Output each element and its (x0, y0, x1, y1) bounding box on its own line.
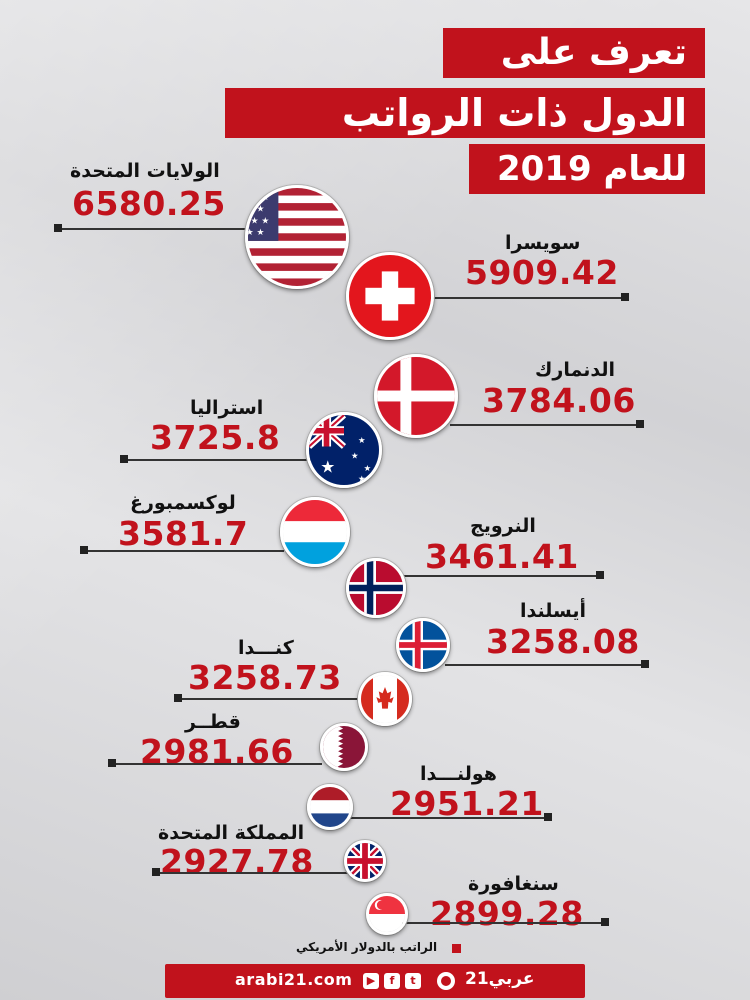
svg-text:★: ★ (358, 435, 366, 445)
country-value-usa: 6580.25 (72, 184, 226, 223)
facebook-icon[interactable]: f (384, 973, 400, 989)
qatar-flag-icon (320, 723, 368, 771)
footer-bar: arabi21.com ▶ f t عربي21 (165, 964, 585, 998)
brand-logo-icon (437, 972, 455, 990)
leader-dot (596, 571, 604, 579)
country-name-denmark: الدنمارك (535, 359, 615, 381)
iceland-flag-icon (396, 618, 450, 672)
norway-flag-icon (346, 558, 406, 618)
country-value-canada: 3258.73 (188, 658, 342, 697)
country-value-switzerland: 5909.42 (465, 253, 619, 292)
leader-line (124, 459, 314, 461)
leader-dot (120, 455, 128, 463)
twitter-icon[interactable]: t (405, 973, 421, 989)
svg-text:★: ★ (351, 450, 359, 460)
leader-line (84, 550, 284, 552)
country-value-luxembourg: 3581.7 (118, 514, 249, 553)
country-name-australia: استراليا (190, 397, 264, 419)
singapore-flag-icon (366, 893, 408, 935)
title-line-1: تعرف على (443, 28, 705, 78)
leader-dot (80, 546, 88, 554)
country-name-canada: كنـــدا (238, 637, 294, 659)
leader-dot (174, 694, 182, 702)
svg-text:★ ★ ★ ★ ★: ★ ★ ★ ★ ★ (248, 205, 265, 215)
svg-text:★: ★ (358, 474, 366, 484)
leader-line (178, 698, 363, 700)
country-name-singapore: سنغافورة (468, 873, 559, 895)
leader-line (430, 297, 625, 299)
svg-text:★ ★ ★ ★ ★: ★ ★ ★ ★ ★ (248, 228, 265, 238)
legend-text: الراتب بالدولار الأمريكي (296, 940, 438, 954)
leader-line (156, 872, 351, 874)
country-name-netherlands: هولنـــدا (420, 763, 497, 785)
leader-line (58, 228, 248, 230)
leader-line (400, 575, 600, 577)
country-value-australia: 3725.8 (150, 418, 281, 457)
leader-dot (641, 660, 649, 668)
title-line-2: الدول ذات الرواتب العالية (225, 88, 705, 185)
country-value-netherlands: 2951.21 (390, 784, 544, 823)
svg-text:★: ★ (320, 456, 335, 476)
country-value-singapore: 2899.28 (430, 894, 584, 933)
title-line-3: للعام 2019 (469, 144, 705, 194)
leader-dot (601, 918, 609, 926)
leader-line (112, 763, 322, 765)
footer-url-link[interactable]: arabi21.com (235, 970, 353, 989)
leader-dot (621, 293, 629, 301)
denmark-flag-icon (374, 354, 458, 438)
country-name-norway: النرويج (470, 515, 536, 537)
country-name-qatar: قطــر (185, 711, 241, 733)
country-name-uk: المملكة المتحدة (158, 822, 305, 844)
footer-brand: عربي21 (465, 969, 535, 989)
switzerland-flag-icon (346, 252, 434, 340)
country-value-qatar: 2981.66 (140, 732, 294, 771)
country-name-usa: الولايات المتحدة (70, 160, 220, 182)
youtube-icon[interactable]: ▶ (363, 973, 379, 989)
usa-flag-icon: ★ ★ ★ ★ ★ ★ ★ ★ ★ ★ ★ ★ ★ ★ ★ ★ ★ ★ ★ ★ … (245, 185, 349, 289)
legend-marker (452, 944, 461, 953)
leader-dot (108, 759, 116, 767)
leader-line (445, 664, 645, 666)
leader-line (350, 817, 548, 819)
leader-dot (636, 420, 644, 428)
svg-text:★: ★ (364, 463, 372, 473)
country-value-norway: 3461.41 (425, 537, 579, 576)
country-name-switzerland: سويسرا (505, 232, 581, 254)
netherlands-flag-icon (307, 784, 353, 830)
leader-line (450, 424, 640, 426)
leader-dot (54, 224, 62, 232)
country-name-iceland: أيسلندا (520, 600, 586, 622)
country-value-denmark: 3784.06 (482, 381, 636, 420)
country-value-iceland: 3258.08 (486, 622, 640, 661)
australia-flag-icon: ★ ★ ★ ★ ★ (306, 412, 382, 488)
leader-line (400, 922, 605, 924)
leader-dot (152, 868, 160, 876)
svg-text:★ ★ ★ ★ ★ ★: ★ ★ ★ ★ ★ ★ (248, 193, 269, 203)
leader-dot (544, 813, 552, 821)
canada-flag-icon (358, 672, 412, 726)
svg-text:★ ★ ★ ★ ★ ★: ★ ★ ★ ★ ★ ★ (248, 216, 269, 226)
luxembourg-flag-icon (280, 497, 350, 567)
country-value-uk: 2927.78 (160, 842, 314, 881)
uk-flag-icon (344, 840, 386, 882)
country-name-luxembourg: لوكسمبورغ (130, 492, 236, 514)
